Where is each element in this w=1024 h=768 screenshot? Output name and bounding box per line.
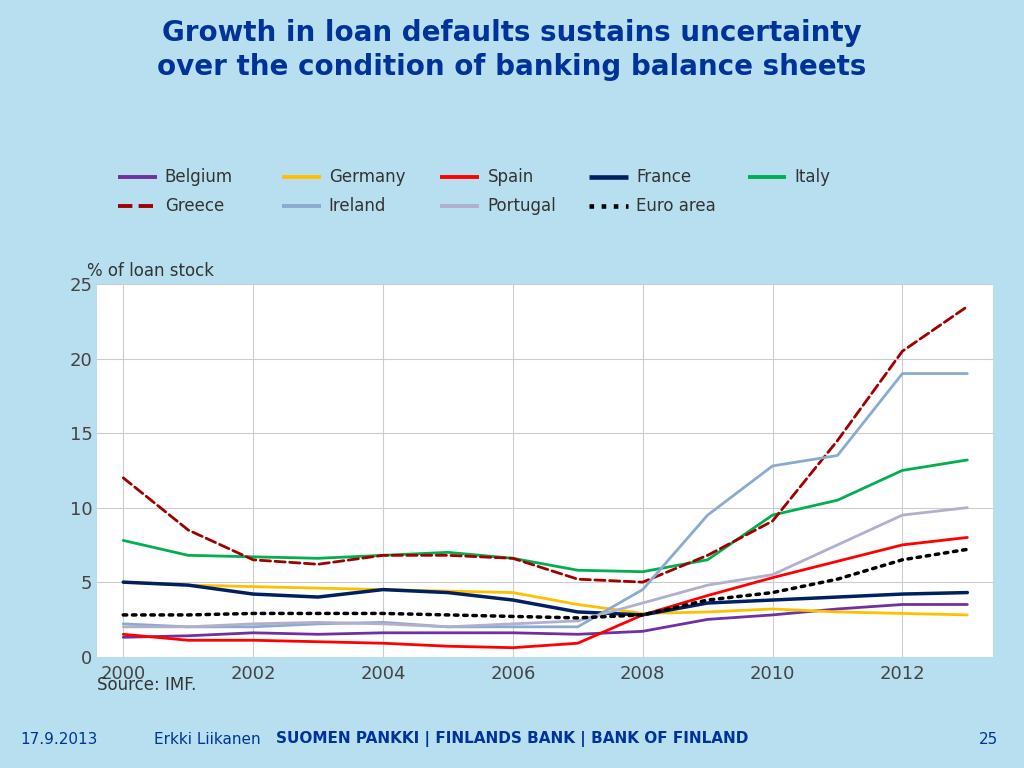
Text: Growth in loan defaults sustains uncertainty
over the condition of banking balan: Growth in loan defaults sustains uncerta… [158, 19, 866, 81]
Text: Erkki Liikanen: Erkki Liikanen [154, 732, 260, 746]
Text: Ireland: Ireland [329, 197, 386, 215]
Text: Germany: Germany [329, 167, 406, 186]
Text: Portugal: Portugal [487, 197, 556, 215]
Text: Belgium: Belgium [165, 167, 233, 186]
Text: Italy: Italy [795, 167, 830, 186]
Text: 25: 25 [979, 732, 998, 746]
Text: SUOMEN PANKKI | FINLANDS BANK | BANK OF FINLAND: SUOMEN PANKKI | FINLANDS BANK | BANK OF … [275, 731, 749, 747]
Text: 17.9.2013: 17.9.2013 [20, 732, 98, 746]
Text: Source: IMF.: Source: IMF. [97, 676, 197, 694]
Text: Greece: Greece [165, 197, 224, 215]
Text: Spain: Spain [487, 167, 534, 186]
Text: Euro area: Euro area [636, 197, 716, 215]
Text: % of loan stock: % of loan stock [87, 263, 214, 280]
Text: France: France [636, 167, 691, 186]
